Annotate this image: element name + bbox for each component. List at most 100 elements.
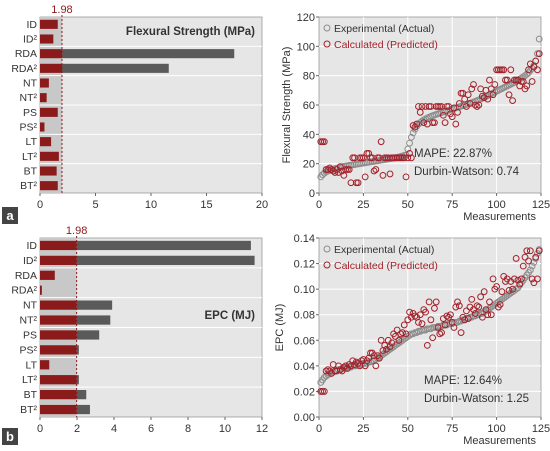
predicted-point (406, 150, 413, 157)
predicted-point (454, 298, 461, 306)
y-axis-label: EPC (MJ) (274, 304, 286, 352)
bar-1-above-threshold (76, 255, 255, 265)
category-label-9: LT² (22, 374, 37, 386)
predicted-point (523, 247, 531, 255)
predicted-point (528, 78, 536, 85)
predicted-point (505, 91, 513, 99)
predicted-point (365, 150, 373, 157)
bar-1-below-threshold (40, 34, 54, 44)
bar-chart-a: ID ID² RDA RDA² NT NT² PS PS² LT LT² BT BT² 1.98 0 5 10… (2, 4, 268, 224)
y-tick-label: 20 (303, 159, 315, 171)
actual-point (528, 262, 536, 270)
predicted-point (484, 311, 492, 319)
predicted-point (342, 166, 350, 173)
legend-label-actual: Experimental (Actual) (334, 23, 434, 35)
category-label-4: NT (23, 300, 38, 312)
panel-tag: b (6, 429, 14, 444)
category-label-8: LT (26, 136, 38, 148)
predicted-point (498, 66, 506, 74)
panel-tag-box (2, 428, 18, 445)
predicted-point (427, 316, 435, 324)
x-tick-label: 12 (256, 423, 268, 435)
y-tick-label: 120 (297, 12, 315, 24)
predicted-point (356, 154, 364, 162)
predicted-point (510, 275, 518, 283)
predicted-point (416, 108, 424, 116)
category-label-5: NT² (20, 315, 38, 327)
category-label-7: PS² (19, 122, 37, 134)
durbin-watson-annotation: Durbin-Watson: 1.25 (424, 393, 529, 405)
predicted-point (374, 154, 382, 162)
legend-label-actual: Experimental (Actual) (334, 244, 434, 256)
predicted-point (457, 329, 465, 337)
predicted-point (413, 120, 421, 128)
actual-point (320, 169, 328, 177)
actual-point (367, 358, 374, 366)
predicted-point (478, 313, 486, 321)
category-label-0: ID (27, 240, 38, 252)
category-label-6: PS (23, 107, 37, 119)
predicted-point (512, 255, 520, 262)
y-tick-label: 40 (303, 129, 315, 141)
predicted-point (358, 154, 366, 162)
predicted-point (400, 154, 408, 162)
category-label-10: BT (24, 166, 38, 178)
x-tick-label: 0 (316, 199, 322, 211)
y-tick-label: 0.08 (294, 310, 315, 322)
x-tick-label: 100 (487, 199, 505, 211)
predicted-point (503, 76, 511, 84)
category-label-0: ID (27, 19, 38, 31)
actual-point (406, 331, 413, 339)
predicted-point (438, 329, 445, 337)
predicted-point (477, 293, 485, 301)
category-label-2: RDA (15, 270, 37, 282)
predicted-point (525, 66, 532, 74)
predicted-point (443, 103, 451, 110)
predicted-point (473, 103, 481, 110)
predicted-point (525, 257, 532, 265)
predicted-point (489, 91, 497, 99)
predicted-point (478, 92, 486, 100)
predicted-point (349, 154, 357, 162)
category-label-5: NT² (20, 92, 38, 104)
y-tick-label: 0 (309, 188, 315, 200)
predicted-point (455, 100, 463, 107)
predicted-point (464, 315, 472, 322)
predicted-point (317, 388, 325, 395)
predicted-point (409, 122, 417, 129)
actual-point (409, 330, 417, 338)
predicted-point (496, 66, 504, 74)
category-label-10: BT (24, 389, 38, 401)
predicted-point (496, 301, 504, 308)
bar-8-below-threshold (40, 137, 52, 147)
bar-11-below-threshold (40, 181, 58, 191)
predicted-point (439, 111, 447, 119)
predicted-point (457, 89, 465, 97)
predicted-point (381, 154, 389, 162)
predicted-point (480, 288, 488, 296)
predicted-point (429, 334, 437, 342)
predicted-point (404, 154, 412, 162)
predicted-point (486, 76, 493, 84)
y-tick-label: 100 (297, 41, 315, 53)
predicted-point (340, 363, 348, 371)
y-tick-label: 0.06 (294, 335, 315, 347)
category-label-1: ID² (23, 34, 38, 46)
panel-tag-box (2, 207, 18, 224)
predicted-point (415, 318, 422, 326)
predicted-point (432, 298, 440, 306)
predicted-point (461, 95, 469, 103)
predicted-point (507, 66, 515, 74)
predicted-point (386, 343, 394, 351)
predicted-point (484, 95, 492, 103)
bar-9-below-threshold (40, 151, 59, 161)
predicted-point (416, 311, 424, 319)
bar-1-below-threshold (40, 255, 77, 265)
predicted-point (402, 173, 410, 181)
category-label-3: RDA² (11, 63, 37, 75)
predicted-point (450, 324, 458, 331)
predicted-point (521, 253, 529, 261)
actual-point (471, 312, 479, 320)
predicted-point (375, 354, 383, 362)
